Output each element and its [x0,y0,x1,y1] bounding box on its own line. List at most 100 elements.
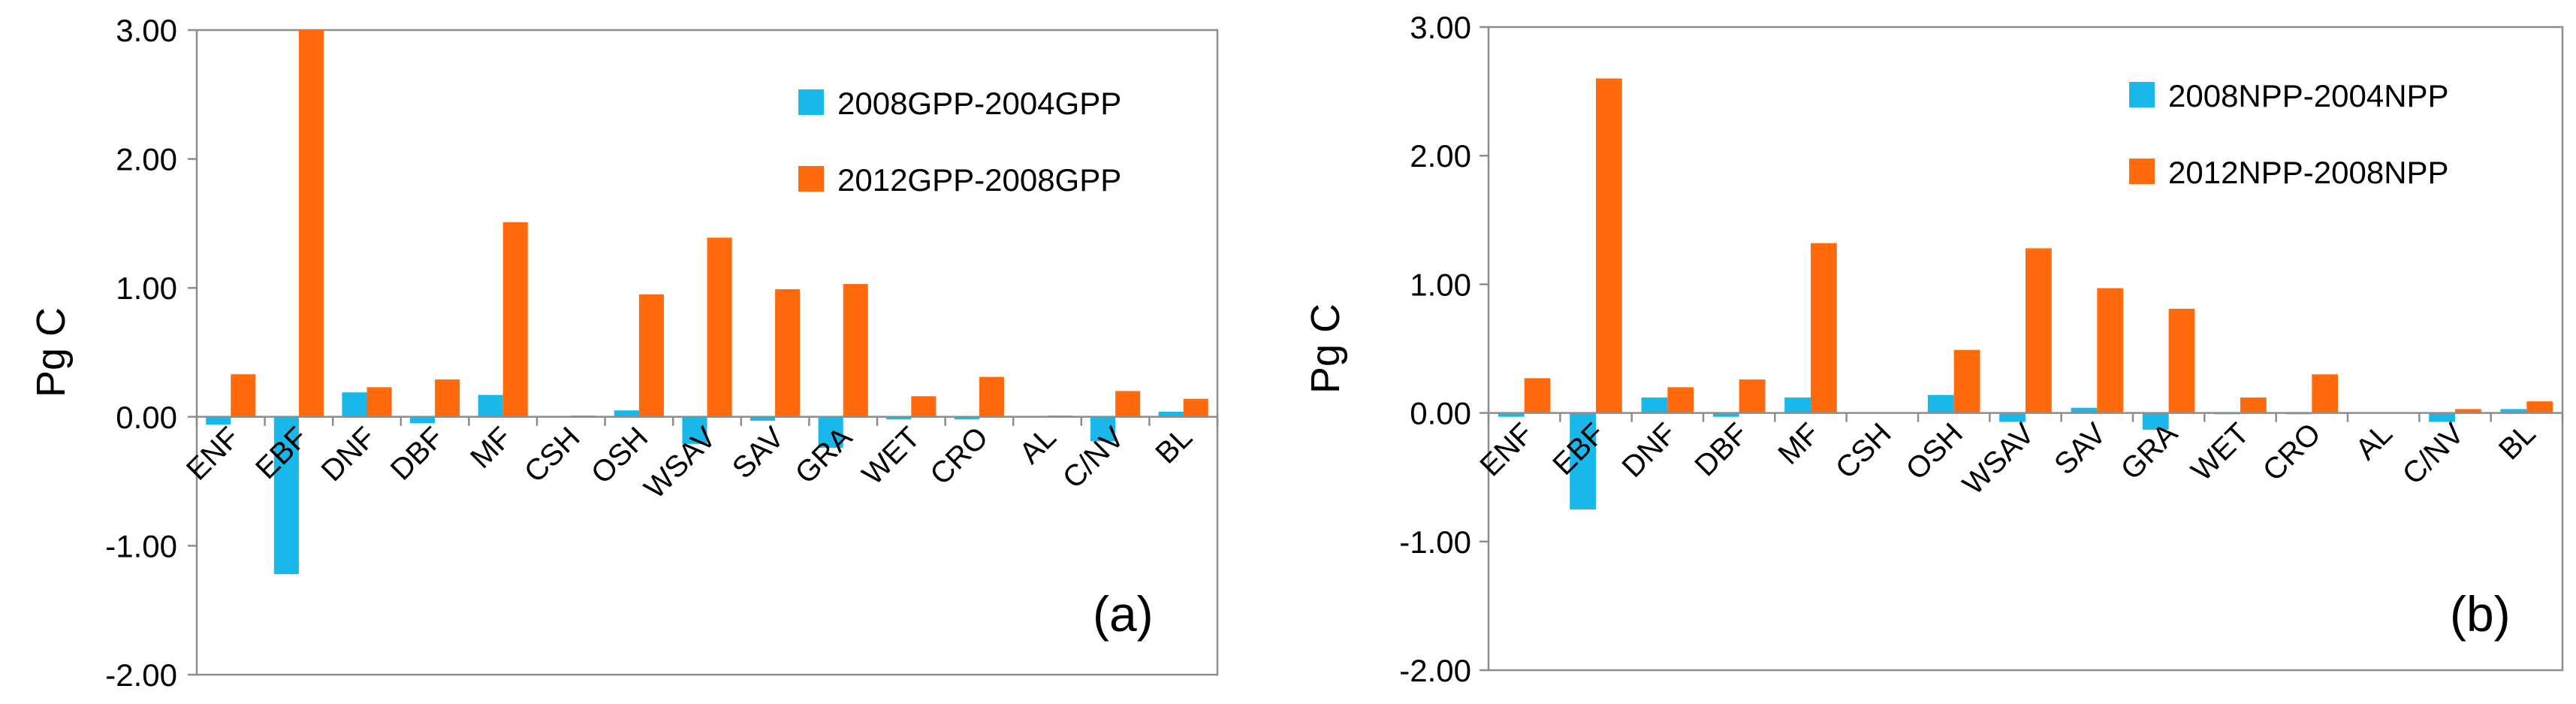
bar-2008gpp-2004gpp-mf [478,394,503,417]
bar-2012gpp-2008gpp-cro [979,376,1004,417]
bar-2012npp-2008npp-gra [2168,308,2195,413]
bar-2008gpp-2004gpp-dbf [410,416,436,424]
legend-label: 2008NPP-2004NPP [2168,78,2449,113]
bar-2012gpp-2008gpp-enf [231,374,256,417]
y-tick-label: 3.00 [116,13,177,48]
bar-2012npp-2008npp-mf [1811,243,1837,413]
y-tick-label: 3.00 [1410,10,1471,45]
bar-2012gpp-2008gpp-wsav [707,237,732,417]
x-category-label: ENF [180,421,246,487]
bar-2012npp-2008npp-dbf [1739,379,1766,413]
x-category-label: EBF [249,421,314,485]
bar-2012gpp-2008gpp-dbf [435,379,460,417]
legend-label: 2008GPP-2004GPP [837,86,1121,121]
x-category-label: BL [2493,417,2542,467]
bar-2008gpp-2004gpp-bl [1158,411,1184,417]
x-category-label: SAV [2048,417,2113,482]
x-category-label: WET [856,421,927,491]
panel-label: (a) [1093,586,1154,642]
legend-swatch [2129,82,2155,107]
bar-2012npp-2008npp-enf [1524,378,1551,413]
bar-2012npp-2008npp-sav [2097,288,2124,413]
bar-2008npp-2004npp-sav [2071,407,2098,413]
bar-2008gpp-2004gpp-cro [954,416,979,420]
bar-2008npp-2004npp-gra [2142,412,2169,430]
y-tick-label: -1.00 [1399,524,1471,560]
x-category-label: ENF [1474,417,1540,483]
y-axis-title: Pg C [29,307,74,397]
bar-2012npp-2008npp-ebf [1596,78,1622,413]
bar-2008npp-2004npp-enf [1498,412,1525,417]
y-axis-title: Pg C [1303,304,1348,394]
x-category-label: WET [2185,417,2255,488]
bar-2012npp-2008npp-osh [1953,349,1980,413]
bar-2008gpp-2004gpp-gra [818,416,843,448]
x-category-label: CSH [1829,417,1898,485]
y-tick-label: 2.00 [1410,138,1471,174]
bar-2008gpp-2004gpp-osh [614,410,639,417]
bar-2008npp-2004npp-wsav [1999,412,2026,422]
y-tick-label: -2.00 [105,657,177,693]
y-tick-label: 1.00 [1410,267,1471,302]
bar-2008npp-2004npp-bl [2500,409,2527,413]
bar-2008gpp-2004gpp-sav [750,416,776,421]
bar-2008npp-2004npp-c-nv [2429,412,2455,422]
bar-2008npp-2004npp-osh [1927,394,1954,413]
x-category-label: DNF [315,421,382,488]
bar-2012gpp-2008gpp-wet [911,396,937,417]
chart-panel-b: -2.00 -1.00 0.00 1.00 2.00 3.00 Pg C ENF EBF DNF D… [1303,10,2564,688]
x-category-label: CRO [2257,417,2327,488]
x-category-label: DBF [1688,417,1754,483]
x-category-label: WSAV [638,421,723,506]
x-category-label: MF [464,421,518,475]
x-category-label: MF [1772,417,1826,471]
x-category-label: SAV [726,421,791,485]
bar-2008gpp-2004gpp-ebf [273,416,299,575]
x-category-label: GRA [2115,417,2185,487]
bar-2012gpp-2008gpp-gra [843,284,868,417]
legend-label: 2012GPP-2008GPP [837,162,1121,198]
x-category-label: C/NV [2397,417,2471,491]
panel-label: (b) [2450,586,2511,642]
y-tick-label: -1.00 [105,528,177,564]
bar-2012gpp-2008gpp-sav [775,289,801,417]
bar-2012gpp-2008gpp-dnf [366,387,392,417]
bar-2012npp-2008npp-cro [2312,374,2339,413]
legend-swatch [798,166,824,192]
bar-2012gpp-2008gpp-bl [1183,398,1208,417]
bar-2012gpp-2008gpp-mf [502,222,528,417]
bar-2008gpp-2004gpp-wet [886,416,912,420]
bar-2012npp-2008npp-bl [2526,401,2553,413]
x-category-label: AL [2349,417,2399,467]
bar-2008npp-2004npp-dbf [1712,412,1739,417]
x-category-label: BL [1149,421,1199,470]
legend-swatch [798,89,824,115]
bar-2008gpp-2004gpp-c-nv [1090,416,1116,442]
x-category-label: AL [1013,421,1063,470]
x-category-label: GRA [789,421,859,491]
legend-label: 2012NPP-2008NPP [2168,155,2449,190]
bar-2012npp-2008npp-dnf [1667,387,1694,413]
x-category-label: WSAV [1956,417,2041,502]
bar-2008gpp-2004gpp-enf [206,416,231,425]
bar-2012npp-2008npp-c-nv [2455,409,2481,413]
x-category-label: EBF [1546,417,1611,482]
y-tick-label: 0.00 [116,400,177,435]
legend-swatch [2129,159,2155,184]
bar-2008npp-2004npp-dnf [1641,397,1668,413]
x-category-label: DBF [385,421,451,487]
plot-area-border [1487,26,2564,672]
bar-2008gpp-2004gpp-wsav [682,416,707,444]
bar-2008npp-2004npp-mf [1784,397,1811,413]
bar-2008npp-2004npp-ebf [1570,412,1596,509]
plot-area-border [195,29,1219,676]
bar-2008gpp-2004gpp-dnf [342,392,367,417]
bar-2012gpp-2008gpp-osh [638,294,664,417]
x-category-label: CSH [518,421,587,489]
x-category-label: DNF [1615,417,1682,484]
y-tick-label: 2.00 [116,142,177,177]
y-tick-label: 0.00 [1410,396,1471,431]
bar-2012gpp-2008gpp-c-nv [1115,391,1141,417]
x-category-label: CRO [924,421,994,491]
